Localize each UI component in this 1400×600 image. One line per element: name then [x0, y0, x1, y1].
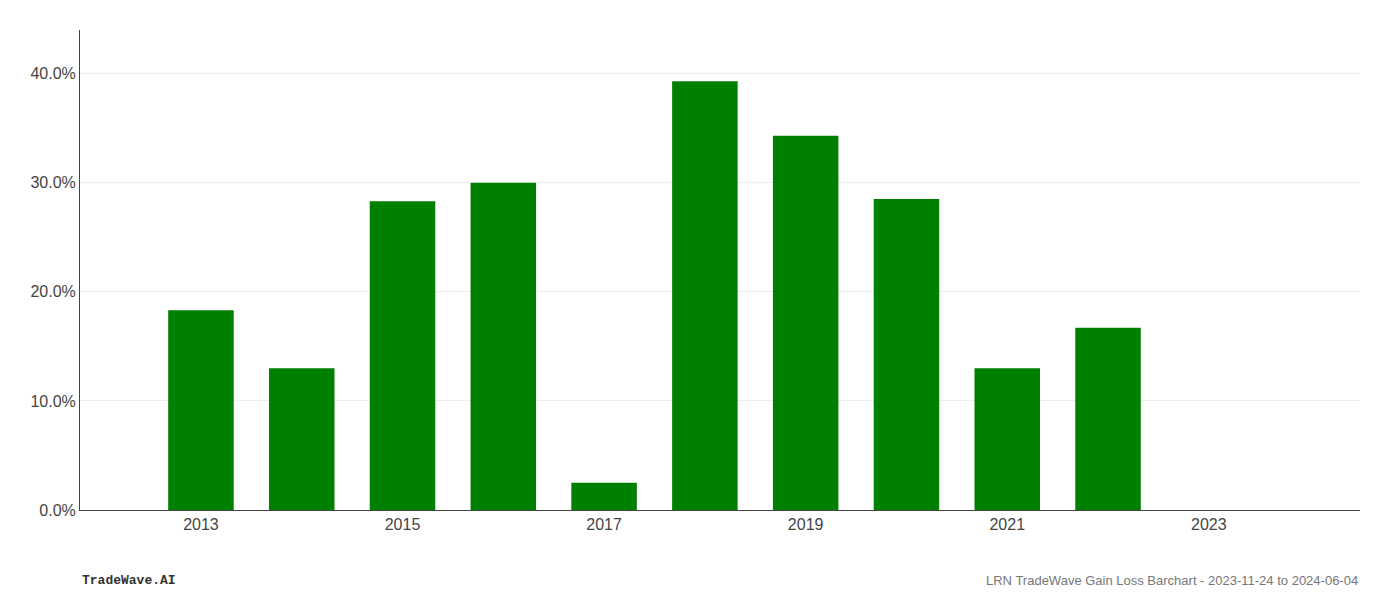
svg-text:2013: 2013 [183, 516, 219, 533]
svg-text:TradeWave.AI: TradeWave.AI [82, 573, 176, 588]
svg-text:LRN TradeWave Gain Loss Barcha: LRN TradeWave Gain Loss Barchart - 2023-… [986, 573, 1358, 588]
svg-text:2021: 2021 [989, 516, 1025, 533]
svg-text:0.0%: 0.0% [39, 502, 75, 519]
svg-text:2017: 2017 [586, 516, 622, 533]
svg-text:2023: 2023 [1191, 516, 1227, 533]
svg-text:10.0%: 10.0% [30, 393, 75, 410]
svg-text:2015: 2015 [385, 516, 421, 533]
svg-text:2019: 2019 [788, 516, 824, 533]
svg-text:40.0%: 40.0% [30, 65, 75, 82]
svg-text:20.0%: 20.0% [30, 283, 75, 300]
svg-text:30.0%: 30.0% [30, 174, 75, 191]
